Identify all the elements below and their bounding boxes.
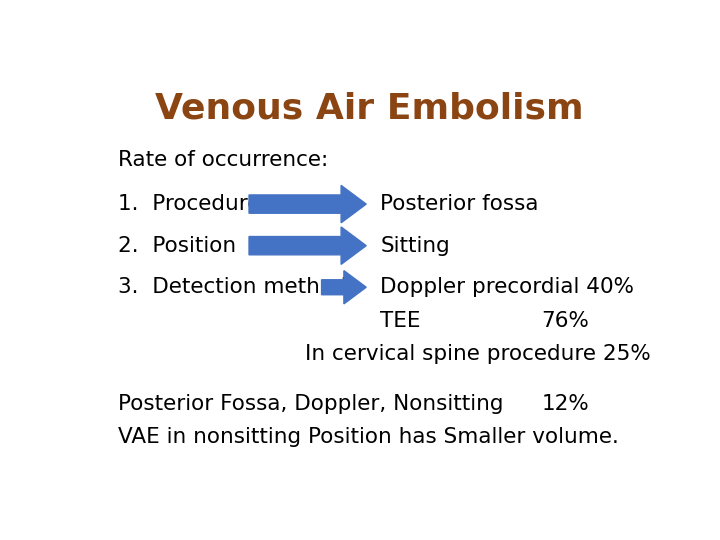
Polygon shape bbox=[322, 271, 366, 304]
Text: In cervical spine procedure 25%: In cervical spine procedure 25% bbox=[305, 344, 651, 364]
Text: Rate of occurrence:: Rate of occurrence: bbox=[118, 151, 328, 171]
Text: TEE: TEE bbox=[380, 310, 420, 330]
Polygon shape bbox=[249, 185, 366, 223]
Text: Posterior Fossa, Doppler, Nonsitting: Posterior Fossa, Doppler, Nonsitting bbox=[118, 394, 503, 414]
Text: VAE in nonsitting Position has Smaller volume.: VAE in nonsitting Position has Smaller v… bbox=[118, 427, 618, 447]
Text: 12%: 12% bbox=[541, 394, 590, 414]
Text: 3.  Detection method: 3. Detection method bbox=[118, 277, 346, 297]
Text: 76%: 76% bbox=[541, 310, 590, 330]
Text: 1.  Procedure: 1. Procedure bbox=[118, 194, 260, 214]
Text: 2.  Position: 2. Position bbox=[118, 235, 236, 255]
Text: Posterior fossa: Posterior fossa bbox=[380, 194, 539, 214]
Text: Venous Air Embolism: Venous Air Embolism bbox=[155, 92, 583, 126]
Polygon shape bbox=[249, 227, 366, 265]
Text: Doppler precordial 40%: Doppler precordial 40% bbox=[380, 277, 634, 297]
Text: Sitting: Sitting bbox=[380, 235, 450, 255]
